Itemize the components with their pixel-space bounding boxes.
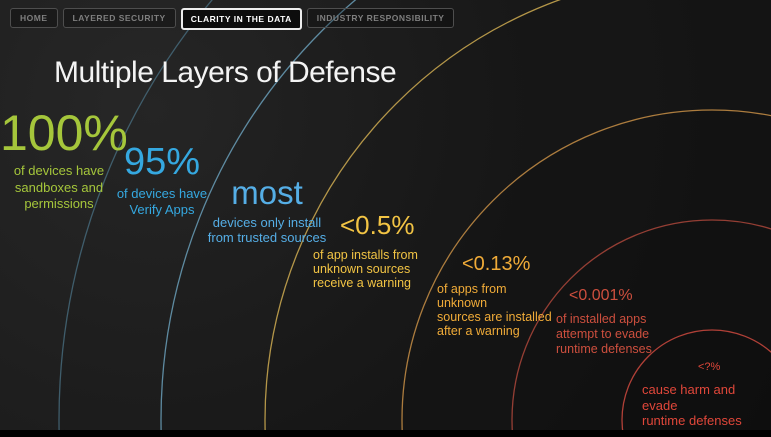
stat-value: <0.001% [569,287,633,304]
nav-tab-clarity-in-the-data[interactable]: CLARITY IN THE DATA [180,8,302,30]
stat-description-line: sandboxes and [14,179,104,195]
stat-description-line: sources are installed [437,310,552,324]
stat-trusted-sources: most devices only install from trusted s… [198,174,336,245]
nav-tab-industry-responsibility[interactable]: INDUSTRY RESPONSIBILITY [306,8,455,28]
stat-verify-apps: 95% of devices have Verify Apps [110,140,214,218]
stat-description-line: of installed apps [556,312,647,326]
stat-value: <?% [698,361,721,373]
stat-description-line: of app installs from [313,248,418,262]
arc-verify-apps-boundary [160,0,771,437]
stat-evade-attempts: <0.001% of installed apps attempt to eva… [556,287,668,357]
stat-value: 95% [123,141,201,183]
nav-tab-layered-security[interactable]: LAYERED SECURITY [62,8,176,28]
stat-description-line: from trusted sources [207,229,327,245]
stat-description-line: permissions [24,196,94,211]
stat-description: cause harm and evade runtime defenses [642,382,771,429]
page-title: Multiple Layers of Defense [54,56,397,89]
stat-description: devices only install from trusted source… [198,215,336,245]
stat-description: of apps from unknown sources are install… [437,282,557,338]
stat-value: 100% [0,105,128,161]
stat-description-line: of devices have [13,163,105,178]
arc-harm-boundary [621,329,771,437]
stat-description-line: runtime defenses [556,342,652,356]
stat-value: <0.5% [340,210,415,240]
stat-sandboxes-permissions: 100% of devices have sandboxes and permi… [0,105,128,213]
stat-description-line: Verify Apps [129,202,195,217]
stat-description-line: of devices have [116,186,208,201]
arc-trusted-sources-boundary [264,0,771,437]
stat-description: of devices have Verify Apps [110,186,214,218]
stat-cause-harm: <?% cause harm and evade runtime defense… [642,361,771,429]
stat-description-line: unknown sources [313,262,411,276]
stat-description: of installed apps attempt to evade runti… [556,312,668,357]
arc-evade-boundary [511,219,771,437]
stat-description-line: runtime defenses [642,413,742,428]
letterbox-bar [0,430,771,437]
stat-description-line: after a warning [437,324,520,338]
stat-description: of app installs from unknown sources rec… [313,248,419,290]
stat-description: of devices have sandboxes and permission… [0,163,118,213]
stat-description-line: attempt to evade [556,327,650,341]
stat-value: most [231,174,303,211]
top-navigation: HOME LAYERED SECURITY CLARITY IN THE DAT… [10,8,455,30]
arc-sandboxes-boundary [58,0,771,437]
stat-description-line: devices only install [212,215,322,230]
stat-description-line: cause harm and evade [642,382,736,413]
arc-warning-boundary [401,109,771,437]
stat-warning-shown: <0.5% of app installs from unknown sourc… [313,211,419,290]
stat-description-line: of apps from unknown [437,282,507,310]
stat-value: <0.13% [462,253,531,275]
nav-tab-home[interactable]: HOME [10,8,58,28]
stat-description-line: receive a warning [313,276,411,290]
stat-installed-after-warning: <0.13% of apps from unknown sources are … [437,253,557,338]
